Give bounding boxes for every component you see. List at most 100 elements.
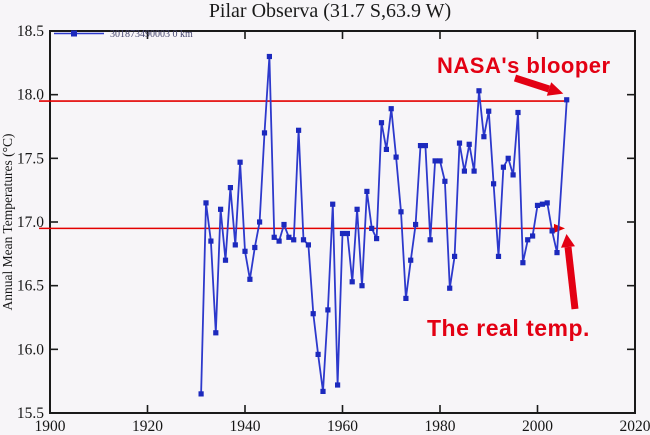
data-point-marker bbox=[515, 109, 521, 116]
data-point-marker bbox=[266, 53, 272, 60]
blooper-arrow-head-icon bbox=[546, 82, 564, 96]
data-point-marker bbox=[442, 178, 448, 184]
legend-label: 301873490003 0 km bbox=[110, 29, 193, 40]
data-point-marker bbox=[359, 283, 365, 289]
data-point-marker bbox=[213, 330, 219, 336]
data-point-marker bbox=[305, 242, 311, 248]
y-tick-label: 18.0 bbox=[17, 87, 44, 104]
data-point-marker bbox=[481, 134, 487, 140]
data-point-marker bbox=[218, 206, 224, 212]
data-point-marker bbox=[203, 200, 209, 206]
data-point-marker bbox=[325, 307, 331, 313]
real-temp-annotation-label: The real temp. bbox=[427, 315, 590, 341]
data-point-marker bbox=[466, 141, 472, 147]
y-axis-tick-labels: 15.5 16.0 16.5 17.0 17.5 18.0 18.5 bbox=[17, 23, 44, 422]
data-point-marker bbox=[534, 202, 541, 208]
data-point-marker bbox=[339, 230, 346, 237]
x-tick-label: 1960 bbox=[327, 418, 358, 435]
data-point-marker bbox=[222, 257, 229, 263]
data-point-marker bbox=[286, 234, 292, 240]
data-point-marker bbox=[476, 88, 482, 94]
data-point-marker bbox=[335, 382, 341, 388]
data-point-marker bbox=[471, 168, 477, 174]
y-axis-title: Annual Mean Temperatures (°C) bbox=[0, 133, 15, 310]
data-point-marker bbox=[413, 221, 419, 228]
y-tick-label: 16.5 bbox=[17, 278, 44, 295]
data-point-marker bbox=[281, 221, 287, 228]
data-point-marker bbox=[427, 237, 433, 243]
annotations: NASA's blooper The real temp. bbox=[427, 53, 611, 341]
data-point-marker bbox=[422, 143, 428, 149]
data-point-marker bbox=[403, 295, 409, 301]
data-point-marker bbox=[500, 164, 506, 170]
blooper-arrow-shaft bbox=[513, 74, 551, 93]
data-point-marker bbox=[486, 108, 492, 114]
y-tick-label: 17.0 bbox=[17, 214, 44, 231]
data-point-marker bbox=[417, 143, 424, 149]
data-point-marker bbox=[369, 225, 375, 231]
data-point-marker bbox=[310, 311, 316, 317]
data-point-marker bbox=[456, 140, 463, 146]
data-point-marker bbox=[344, 230, 350, 237]
data-point-marker bbox=[237, 159, 243, 165]
data-point-marker bbox=[378, 120, 385, 126]
temperature-series bbox=[198, 53, 570, 397]
data-point-marker bbox=[252, 244, 258, 251]
blooper-annotation-label: NASA's blooper bbox=[437, 53, 611, 78]
x-tick-label: 1920 bbox=[132, 418, 163, 435]
data-point-marker bbox=[491, 181, 497, 187]
data-point-marker bbox=[539, 201, 545, 207]
data-point-marker bbox=[271, 234, 277, 240]
data-point-marker bbox=[330, 201, 336, 207]
x-tick-label: 1980 bbox=[425, 418, 456, 435]
data-point-marker bbox=[374, 236, 380, 242]
data-point-marker bbox=[261, 130, 268, 136]
legend: 301873490003 0 km bbox=[54, 29, 193, 40]
data-point-marker bbox=[388, 106, 394, 112]
plot-frame bbox=[49, 30, 636, 414]
x-tick-label: 1900 bbox=[35, 418, 66, 435]
y-tick-label: 16.0 bbox=[17, 341, 44, 358]
data-point-marker bbox=[437, 158, 443, 164]
y-tick-label: 17.5 bbox=[17, 150, 44, 167]
data-point-marker bbox=[349, 279, 355, 285]
data-point-marker bbox=[432, 158, 438, 164]
real-temp-reference-arrow-icon bbox=[554, 223, 565, 233]
data-point-marker bbox=[525, 237, 531, 243]
data-point-marker bbox=[364, 188, 370, 194]
data-point-marker bbox=[398, 209, 404, 215]
data-point-marker bbox=[505, 155, 511, 161]
real-temp-pointer-head-icon bbox=[561, 234, 575, 248]
real-temp-pointer-shaft bbox=[564, 246, 579, 310]
data-point-marker bbox=[296, 127, 302, 133]
data-point-marker bbox=[354, 206, 360, 212]
x-axis-tick-labels: 1900 1920 1940 1960 1980 2000 2020 bbox=[35, 418, 650, 435]
data-point-marker bbox=[495, 253, 502, 259]
data-point-marker bbox=[315, 351, 321, 357]
data-point-marker bbox=[227, 185, 233, 191]
temperature-line bbox=[200, 56, 568, 394]
data-point-marker bbox=[408, 257, 414, 263]
data-point-marker bbox=[247, 276, 253, 282]
data-point-marker bbox=[300, 237, 307, 243]
legend-marker bbox=[71, 30, 77, 37]
data-point-marker bbox=[520, 260, 526, 266]
data-point-marker bbox=[461, 168, 467, 174]
data-point-marker bbox=[383, 146, 389, 152]
data-point-marker bbox=[447, 285, 453, 291]
data-point-marker bbox=[530, 233, 536, 239]
x-tick-label: 2020 bbox=[620, 418, 650, 435]
data-point-marker bbox=[510, 172, 516, 178]
x-tick-label: 1940 bbox=[230, 418, 261, 435]
data-point-marker bbox=[452, 253, 458, 259]
y-tick-label: 15.5 bbox=[17, 405, 44, 422]
x-tick-label: 2000 bbox=[522, 418, 553, 435]
data-point-marker bbox=[198, 391, 204, 397]
data-point-marker bbox=[291, 237, 297, 243]
data-point-marker bbox=[549, 228, 555, 234]
y-tick-label: 18.5 bbox=[17, 23, 44, 40]
data-point-marker bbox=[257, 219, 263, 225]
chart-title: Pilar Observa (31.7 S,63.9 W) bbox=[209, 0, 451, 22]
